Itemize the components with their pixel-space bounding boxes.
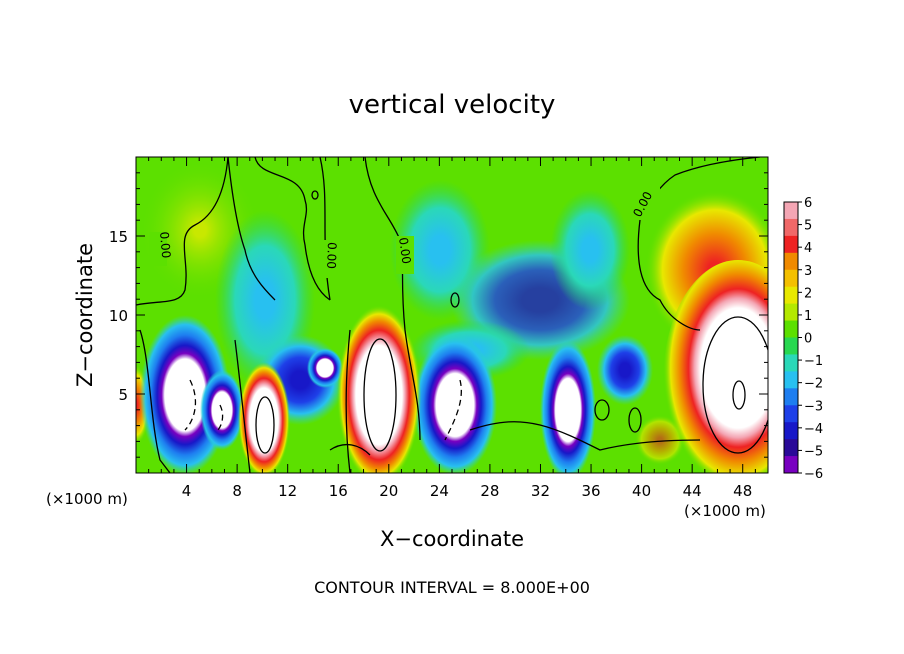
contour-zero	[227, 157, 276, 301]
contour-label-bg	[314, 240, 332, 278]
x-tick-label: 4	[182, 482, 192, 500]
contour-zero	[255, 396, 275, 454]
contour-zero	[637, 219, 701, 331]
x-tick-label: 40	[632, 482, 651, 500]
contour-lines	[136, 157, 768, 473]
contour-zero	[311, 190, 319, 200]
colorbar-swatch	[784, 286, 798, 305]
y-axis-label: Z−coordinate	[73, 243, 97, 387]
colorbar-swatch	[784, 439, 798, 457]
downdraft-cell	[540, 340, 596, 473]
x-tick-label: 24	[430, 482, 449, 500]
colorbar-swatch	[784, 405, 798, 423]
colorbar-swatch	[784, 388, 798, 406]
contour-label-bg	[630, 182, 660, 220]
x-tick-label: 12	[278, 482, 297, 500]
x-tick-label: 44	[683, 482, 702, 500]
colorbar-tick-label: −6	[804, 467, 823, 482]
contour-zero	[450, 292, 460, 308]
updraft-cell	[238, 362, 290, 473]
contour-interval-note: CONTOUR INTERVAL = 8.000E+00	[314, 578, 590, 597]
field-patch	[550, 190, 630, 310]
contour-zero	[469, 421, 701, 451]
x-tick-label: 20	[379, 482, 398, 500]
contour-label: 0.00	[324, 242, 339, 269]
contour-zero	[136, 157, 229, 306]
colorbar-tick-label: 1	[804, 309, 812, 324]
colorbar-swatch	[784, 456, 798, 474]
x-axis: 4 8 12 16 20 24 28 32 36 40 44 48	[148, 157, 756, 500]
y-tick-label: 5	[118, 386, 128, 404]
x-tick-label: 36	[581, 482, 600, 500]
y-tick-label: 15	[109, 228, 128, 246]
colorbar-tick-label: −3	[804, 399, 823, 414]
contour-label: 0.00	[157, 231, 173, 259]
plot-area	[136, 157, 768, 473]
x-tick-label: 16	[329, 482, 348, 500]
contour-zero	[628, 407, 642, 433]
contour-zero	[254, 157, 331, 301]
colorbar-swatch	[784, 371, 798, 389]
contour-zero	[345, 329, 351, 473]
x-axis-label: X−coordinate	[380, 527, 524, 551]
downdraft-cell	[307, 348, 343, 388]
contour-negative	[184, 379, 197, 431]
contour-zero	[363, 338, 397, 452]
x-unit-right: (×1000 m)	[684, 502, 766, 520]
contour-zero	[329, 443, 371, 456]
contour-zero	[702, 316, 768, 454]
colorbar-tick-label: 2	[804, 286, 812, 301]
x-tick-label: 48	[733, 482, 752, 500]
colorbar-tick-label: −4	[804, 422, 823, 437]
contour-negative	[217, 404, 224, 431]
colorbar-swatch	[784, 252, 798, 271]
colorbar-swatch	[784, 320, 798, 338]
colorbar-swatch	[784, 218, 798, 237]
y-tick-label: 10	[109, 307, 128, 325]
x-tick-label: 28	[480, 482, 499, 500]
x-tick-label: 8	[232, 482, 242, 500]
contour-zero	[594, 399, 610, 421]
colorbar-tick-label: 0	[804, 332, 812, 347]
contour-zero	[319, 157, 331, 301]
contour-label-bg	[149, 232, 167, 266]
updraft-cell	[663, 260, 768, 473]
colorbar-swatch	[784, 337, 798, 355]
contour-label: 0.00	[396, 236, 414, 264]
colorbar-swatch	[784, 303, 798, 322]
colorbar-swatch	[784, 269, 798, 288]
colorbar: 6 5 4 3 2 1 0 −1 −2 −3 −4 −5 −6	[783, 196, 823, 482]
contour-zero	[732, 380, 746, 410]
x-tick-label: 32	[531, 482, 550, 500]
colorbar-tick-label: 6	[804, 196, 812, 211]
colorbar-swatch	[784, 354, 798, 372]
colorbar-tick-label: 3	[804, 264, 812, 279]
x-unit-left: (×1000 m)	[46, 490, 128, 508]
contour-zero	[234, 339, 251, 473]
contour-zero	[139, 329, 171, 473]
downdraft-cell	[597, 335, 653, 405]
colorbar-tick-label: −2	[804, 377, 823, 392]
colorbar-swatch	[784, 202, 798, 220]
chart-title: vertical velocity	[349, 90, 556, 120]
colorbar-swatch	[784, 422, 798, 440]
colorbar-tick-label: −5	[804, 444, 823, 459]
downdraft-cell	[413, 335, 497, 473]
colorbar-tick-label: 5	[804, 219, 812, 234]
y-axis: 5 10 15	[109, 172, 768, 458]
contour-negative	[444, 379, 462, 441]
colorbar-tick-label: 4	[804, 241, 812, 256]
contour-label-bg	[396, 236, 414, 274]
contour-zero	[364, 157, 421, 441]
colorbar-tick-label: −1	[804, 354, 823, 369]
colorbar-swatch	[784, 235, 798, 254]
updraft-cell	[337, 305, 421, 473]
